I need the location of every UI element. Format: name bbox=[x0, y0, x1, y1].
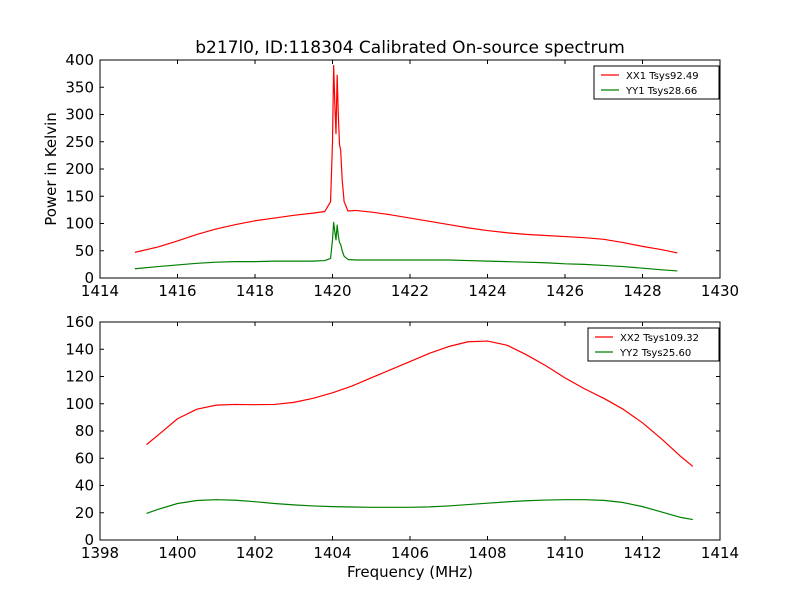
x-tick-label: 1430 bbox=[701, 282, 739, 300]
x-tick-label: 1412 bbox=[623, 544, 661, 562]
x-axis-label: Frequency (MHz) bbox=[347, 563, 473, 581]
x-tick-label: 1410 bbox=[546, 544, 584, 562]
x-tick-label: 1406 bbox=[391, 544, 429, 562]
x-tick-label: 1424 bbox=[468, 282, 506, 300]
legend-label: YY2 Tsys25.60 bbox=[619, 348, 691, 359]
y-tick-label: 350 bbox=[65, 78, 94, 96]
legend-label: XX2 Tsys109.32 bbox=[620, 333, 699, 344]
y-tick-label: 400 bbox=[65, 51, 94, 69]
y-tick-label: 200 bbox=[65, 160, 94, 178]
x-tick-label: 1404 bbox=[313, 544, 351, 562]
x-tick-label: 1400 bbox=[158, 544, 196, 562]
y-tick-label: 40 bbox=[75, 477, 94, 495]
x-tick-label: 1402 bbox=[236, 544, 274, 562]
y-tick-label: 150 bbox=[65, 187, 94, 205]
y-tick-label: 50 bbox=[75, 242, 94, 260]
y-tick-label: 120 bbox=[65, 368, 94, 386]
y-tick-label: 140 bbox=[65, 340, 94, 358]
series-line-0 bbox=[134, 64, 678, 254]
x-tick-label: 1408 bbox=[468, 544, 506, 562]
legend-label: YY1 Tsys28.66 bbox=[625, 86, 697, 97]
x-tick-label: 1398 bbox=[81, 544, 119, 562]
legend-box bbox=[587, 327, 720, 362]
y-tick-label: 100 bbox=[65, 215, 94, 233]
series-line-1 bbox=[134, 221, 678, 272]
x-tick-label: 1418 bbox=[236, 282, 274, 300]
y-tick-label: 0 bbox=[84, 531, 94, 549]
y-tick-label: 0 bbox=[84, 269, 94, 287]
bottom-panel: 1398 1400 1402 1404 1406 1408 1410 1412 1414 0 20 4… bbox=[65, 313, 739, 581]
y-axis-label: Power in Kelvin bbox=[42, 112, 60, 226]
x-tick-label: 1428 bbox=[623, 282, 661, 300]
series-line-0 bbox=[146, 340, 694, 467]
y-tick-label: 160 bbox=[65, 313, 94, 331]
x-tick-label: 1414 bbox=[81, 282, 119, 300]
top-panel: 1414 1416 1418 1420 1422 1424 1426 1428 1430 0 50 1… bbox=[42, 51, 739, 300]
y-tick-label: 80 bbox=[75, 422, 94, 440]
legend-box bbox=[593, 65, 720, 100]
x-tick-label: 1416 bbox=[158, 282, 196, 300]
y-tick-label: 100 bbox=[65, 395, 94, 413]
figure-title: b217l0, ID:118304 Calibrated On-source s… bbox=[195, 38, 625, 58]
x-tick-label: 1422 bbox=[391, 282, 429, 300]
x-tick-label: 1414 bbox=[701, 544, 739, 562]
y-tick-label: 60 bbox=[75, 449, 94, 467]
x-tick-label: 1426 bbox=[546, 282, 584, 300]
legend-label: XX1 Tsys92.49 bbox=[626, 71, 699, 82]
y-tick-label: 300 bbox=[65, 106, 94, 124]
y-tick-label: 250 bbox=[65, 133, 94, 151]
x-tick-label: 1420 bbox=[313, 282, 351, 300]
y-tick-label: 20 bbox=[75, 504, 94, 522]
series-line-1 bbox=[146, 499, 693, 521]
